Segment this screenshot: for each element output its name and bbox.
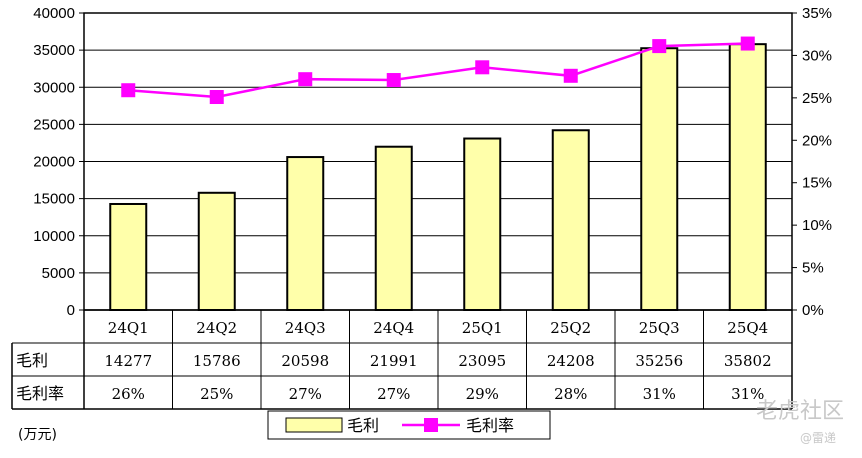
- table-cell: 23095: [458, 352, 506, 370]
- left-tick-label: 0: [67, 302, 75, 319]
- margin-point: [652, 39, 667, 54]
- bar: [197, 191, 236, 312]
- category-label: 25Q2: [550, 319, 591, 337]
- margin-point: [209, 90, 224, 105]
- bar: [374, 145, 413, 311]
- margin-point: [121, 83, 136, 98]
- margin-line-path: [128, 42, 748, 99]
- legend-line-label: 毛利率: [466, 416, 514, 435]
- table-cell: 27%: [289, 385, 322, 403]
- left-tick-label: 35000: [33, 42, 75, 59]
- right-tick-label: 25%: [802, 90, 832, 107]
- table-cell: 35256: [635, 352, 683, 370]
- category-label: 24Q1: [108, 319, 149, 337]
- bar: [463, 137, 502, 311]
- gross-profit-bars: [109, 43, 767, 312]
- watermark-logo-text: 老虎社区: [756, 399, 844, 424]
- left-tick-label: 30000: [33, 79, 75, 96]
- category-label: 24Q4: [373, 319, 414, 337]
- table-cell: 14277: [104, 352, 152, 370]
- table-cell: 31%: [731, 385, 764, 403]
- right-tick-label: 10%: [802, 217, 832, 234]
- table-cell: 28%: [554, 385, 587, 403]
- left-tick-label: 10000: [33, 228, 75, 245]
- table-row-label: 毛利率: [16, 384, 64, 403]
- category-label: 24Q3: [285, 319, 326, 337]
- right-tick-label: 15%: [802, 175, 832, 192]
- margin-point: [563, 68, 578, 83]
- right-axis-ticks: 0% 5% 10% 15% 20% 25% 30% 35%: [792, 5, 832, 319]
- legend-bar-swatch: [285, 417, 343, 433]
- left-tick-label: 15000: [33, 191, 75, 208]
- legend-bar-label: 毛利: [347, 416, 379, 435]
- legend: 毛利 毛利率: [267, 410, 551, 440]
- legend-line-marker: [424, 418, 438, 432]
- category-label: 25Q3: [639, 319, 680, 337]
- table-cell: 21991: [370, 352, 418, 370]
- table-cell: 31%: [643, 385, 676, 403]
- table-cell: 26%: [112, 385, 145, 403]
- table-cell: 29%: [466, 385, 499, 403]
- bar: [728, 43, 767, 312]
- left-tick-label: 20000: [33, 154, 75, 171]
- right-tick-label: 20%: [802, 132, 832, 149]
- unit-label: (万元): [18, 427, 57, 443]
- category-label: 24Q2: [196, 319, 237, 337]
- table-cell: 20598: [281, 352, 329, 370]
- bar: [286, 156, 325, 311]
- category-label: 25Q4: [727, 319, 768, 337]
- right-tick-label: 35%: [802, 5, 832, 22]
- bar: [109, 202, 148, 311]
- margin-point: [740, 36, 755, 51]
- bar: [640, 47, 679, 311]
- margin-point: [386, 73, 401, 88]
- left-tick-label: 25000: [33, 116, 75, 133]
- left-axis-ticks: 0 5000 10000 15000 20000 25000 30000 35000 40000: [33, 5, 84, 319]
- watermark-user: @雷递: [800, 431, 836, 445]
- bar: [551, 129, 590, 311]
- margin-point: [475, 60, 490, 75]
- table-cell: 35802: [724, 352, 772, 370]
- right-tick-label: 30%: [802, 47, 832, 64]
- left-tick-label: 40000: [33, 5, 75, 22]
- gross-margin-line: [121, 36, 755, 105]
- plot-gridlines: [84, 12, 792, 274]
- table-row-label: 毛利: [16, 351, 48, 370]
- right-tick-label: 5%: [802, 260, 824, 277]
- table-cell: 15786: [193, 352, 241, 370]
- table-cell: 25%: [200, 385, 233, 403]
- margin-point: [298, 72, 313, 87]
- data-table: 24Q1 24Q2 24Q3 24Q4 25Q1 25Q2 25Q3 25Q4 毛利 14277 1…: [11, 309, 793, 410]
- table-cell: 24208: [547, 352, 595, 370]
- right-tick-label: 0%: [802, 302, 824, 319]
- table-cell: 27%: [377, 385, 410, 403]
- left-tick-label: 5000: [42, 265, 75, 282]
- watermark: 老虎社区 @雷递: [756, 399, 844, 445]
- category-label: 25Q1: [462, 319, 503, 337]
